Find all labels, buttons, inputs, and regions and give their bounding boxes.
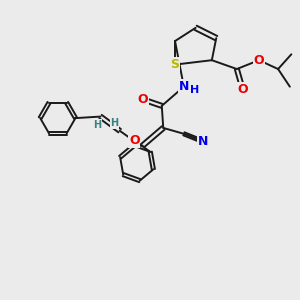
Text: H: H	[110, 118, 118, 128]
Text: H: H	[94, 120, 102, 130]
Text: N: N	[179, 80, 189, 93]
Text: H: H	[130, 135, 139, 145]
Text: N: N	[198, 135, 208, 148]
Text: O: O	[137, 93, 148, 106]
Text: O: O	[254, 54, 264, 67]
Text: S: S	[170, 58, 179, 71]
Text: H: H	[190, 85, 199, 95]
Text: O: O	[237, 83, 248, 96]
Text: O: O	[129, 134, 140, 147]
